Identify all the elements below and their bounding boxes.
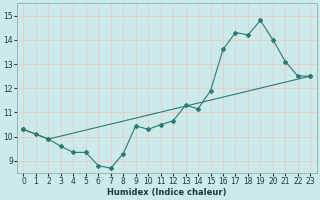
X-axis label: Humidex (Indice chaleur): Humidex (Indice chaleur) xyxy=(107,188,227,197)
